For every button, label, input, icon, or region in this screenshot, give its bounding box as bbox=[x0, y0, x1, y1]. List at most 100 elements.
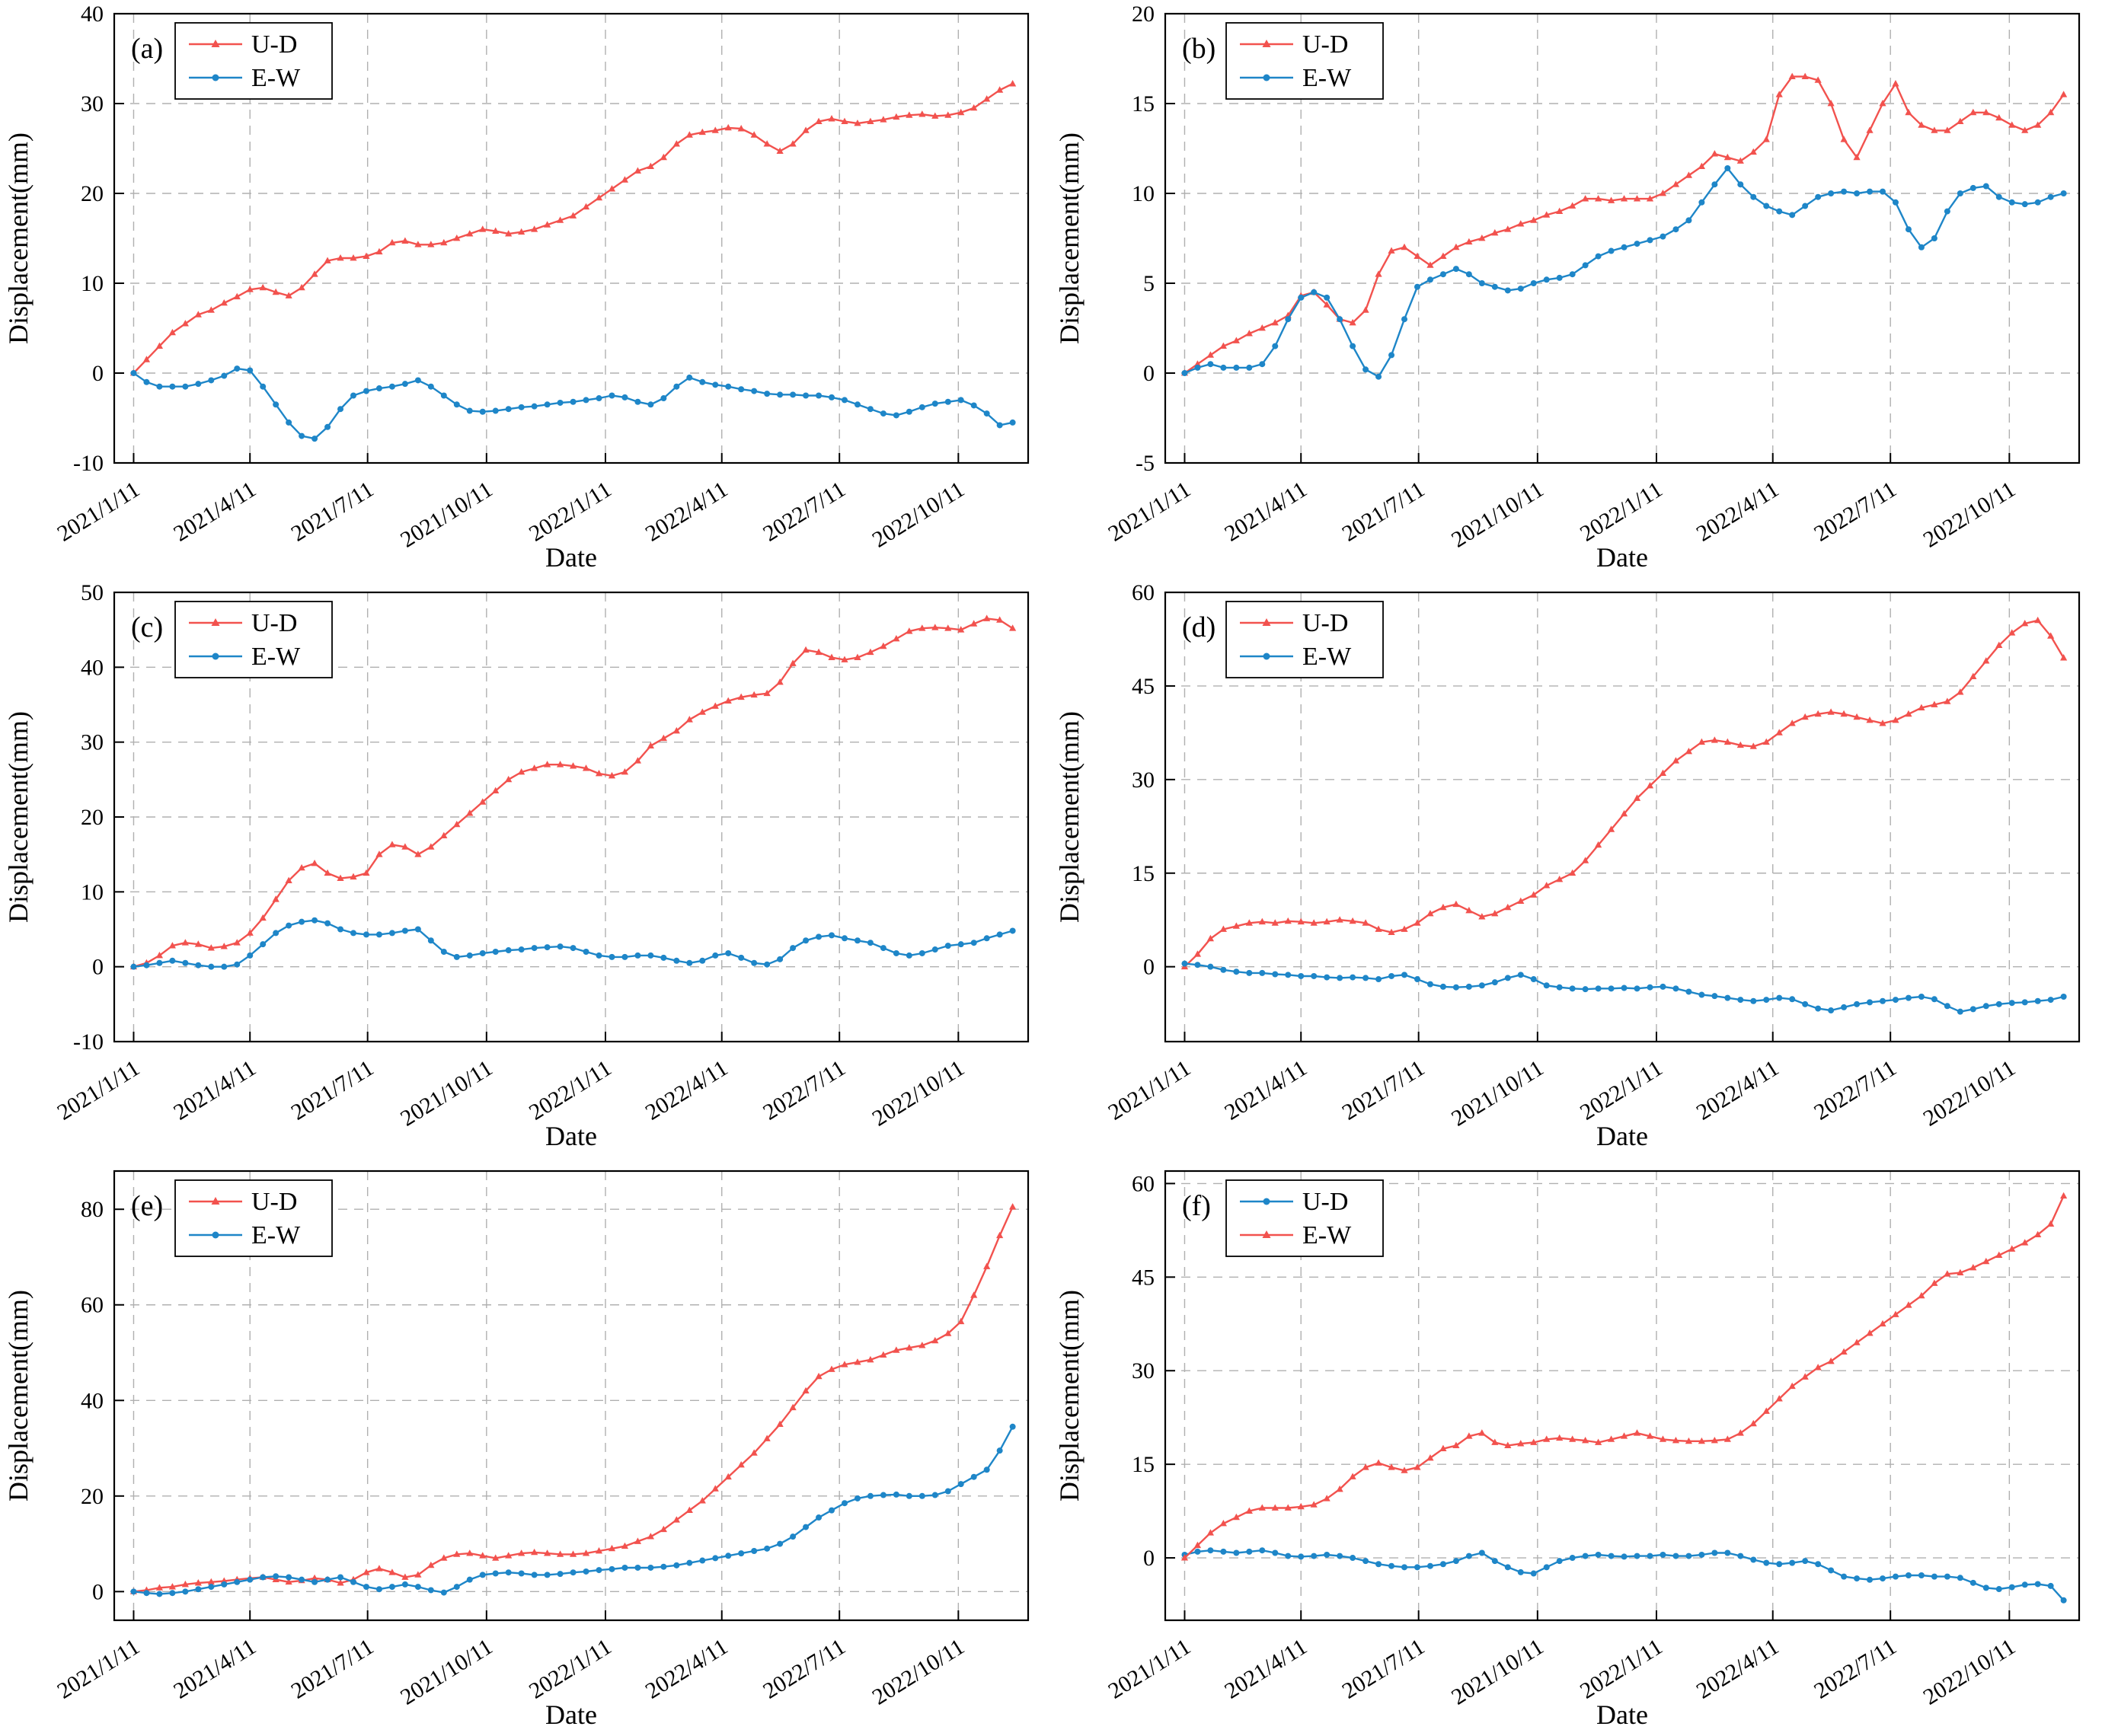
circle-marker bbox=[1854, 1575, 1861, 1582]
svg-text:-5: -5 bbox=[1136, 451, 1155, 476]
triangle-marker bbox=[1245, 919, 1253, 926]
circle-marker bbox=[1867, 188, 1874, 195]
series-E-W bbox=[130, 917, 1016, 970]
circle-marker bbox=[169, 383, 176, 390]
triangle-marker bbox=[776, 678, 784, 685]
circle-marker bbox=[1194, 962, 1201, 969]
circle-marker bbox=[1491, 1558, 1498, 1565]
triangle-marker bbox=[1206, 1529, 1215, 1536]
circle-marker bbox=[299, 1576, 305, 1583]
circle-marker bbox=[1711, 181, 1718, 188]
triangle-marker bbox=[337, 1579, 344, 1586]
circle-marker bbox=[479, 949, 486, 956]
y-axis-label: Displacement(mm) bbox=[3, 132, 34, 344]
triangle-marker bbox=[1749, 742, 1757, 749]
svg-text:2021/10/11: 2021/10/11 bbox=[1447, 1634, 1548, 1710]
legend-label: E-W bbox=[1302, 64, 1352, 92]
circle-marker bbox=[2008, 1000, 2015, 1007]
panel-letter: (c) bbox=[131, 611, 163, 643]
chart-svg-e: 0 20 40 60 80 2021/1/11 2021/4/11 2021/7/11 2021… bbox=[3, 1170, 1030, 1730]
circle-marker bbox=[1401, 316, 1408, 323]
triangle-marker bbox=[1685, 171, 1693, 178]
triangle-marker bbox=[906, 627, 913, 634]
circle-marker bbox=[479, 1572, 486, 1578]
circle-marker bbox=[324, 423, 331, 430]
svg-text:10: 10 bbox=[1132, 181, 1155, 206]
triangle-marker bbox=[750, 131, 758, 138]
triangle-marker bbox=[1698, 1437, 1705, 1444]
triangle-marker bbox=[518, 1549, 526, 1556]
triangle-marker bbox=[1388, 1463, 1395, 1470]
legend-triangle-marker bbox=[1262, 40, 1271, 47]
triangle-marker bbox=[1582, 857, 1589, 863]
circle-marker bbox=[880, 410, 886, 417]
triangle-marker bbox=[737, 125, 745, 132]
svg-text:45: 45 bbox=[1132, 1265, 1155, 1290]
triangle-marker bbox=[401, 237, 409, 244]
circle-marker bbox=[1944, 1003, 1950, 1010]
circle-marker bbox=[143, 378, 150, 385]
circle-marker bbox=[2060, 1597, 2067, 1604]
circle-marker bbox=[544, 944, 551, 951]
circle-marker bbox=[531, 945, 538, 952]
triangle-marker bbox=[1762, 738, 1770, 745]
svg-text:2022/10/11: 2022/10/11 bbox=[868, 1055, 969, 1131]
triangle-marker bbox=[724, 1473, 732, 1480]
circle-marker bbox=[208, 963, 215, 970]
triangle-marker bbox=[750, 1449, 758, 1456]
triangle-marker bbox=[711, 1485, 719, 1492]
circle-marker bbox=[1401, 1564, 1408, 1571]
triangle-marker bbox=[724, 697, 732, 704]
triangle-marker bbox=[660, 734, 667, 742]
circle-marker bbox=[1362, 366, 1369, 373]
triangle-marker bbox=[1723, 153, 1731, 161]
triangle-marker bbox=[867, 1355, 874, 1363]
triangle-marker bbox=[388, 238, 396, 246]
triangle-marker bbox=[621, 768, 629, 775]
circle-marker bbox=[169, 1590, 176, 1597]
circle-marker bbox=[156, 383, 163, 390]
triangle-marker bbox=[1232, 1513, 1240, 1521]
chart-svg-f: 0 15 30 45 60 2021/1/11 2021/4/11 2021/7/11 2021… bbox=[1054, 1170, 2081, 1730]
triangle-marker bbox=[2060, 91, 2068, 97]
circle-marker bbox=[699, 957, 706, 964]
triangle-marker bbox=[440, 238, 448, 246]
triangle-marker bbox=[1349, 917, 1356, 924]
circle-marker bbox=[841, 397, 848, 404]
circle-marker bbox=[699, 378, 706, 385]
x-axis-label: Date bbox=[1596, 542, 1648, 573]
circle-marker bbox=[854, 937, 861, 944]
triangle-marker bbox=[479, 225, 487, 232]
y-axis-label: Displacement(mm) bbox=[1054, 711, 1085, 923]
triangle-marker bbox=[1323, 1495, 1331, 1501]
svg-text:2022/4/11: 2022/4/11 bbox=[1692, 1634, 1784, 1704]
circle-marker bbox=[621, 953, 628, 960]
triangle-marker bbox=[543, 221, 551, 228]
triangle-marker bbox=[789, 1403, 797, 1411]
circle-marker bbox=[208, 1584, 215, 1591]
circle-marker bbox=[221, 1581, 228, 1588]
triangle-marker bbox=[1439, 903, 1447, 911]
circle-marker bbox=[1311, 289, 1318, 295]
triangle-marker bbox=[569, 1550, 577, 1557]
svg-text:2022/4/11: 2022/4/11 bbox=[641, 1634, 733, 1704]
svg-text:2022/7/11: 2022/7/11 bbox=[759, 1055, 850, 1125]
triangle-marker bbox=[414, 1571, 422, 1578]
circle-marker bbox=[777, 956, 784, 962]
triangle-marker bbox=[181, 1580, 189, 1588]
svg-text:0: 0 bbox=[92, 1579, 104, 1604]
triangle-marker bbox=[685, 131, 693, 138]
circle-marker bbox=[660, 1563, 667, 1570]
circle-marker bbox=[1789, 1559, 1796, 1566]
svg-text:2022/10/11: 2022/10/11 bbox=[868, 477, 969, 553]
triangle-marker bbox=[1659, 769, 1667, 777]
circle-marker bbox=[1815, 1005, 1822, 1012]
triangle-marker bbox=[1543, 882, 1551, 889]
triangle-marker bbox=[479, 798, 487, 805]
circle-marker bbox=[777, 1540, 784, 1547]
circle-marker bbox=[286, 1574, 292, 1581]
circle-marker bbox=[918, 949, 925, 956]
triangle-marker bbox=[1388, 247, 1395, 254]
triangle-marker bbox=[505, 1552, 513, 1559]
